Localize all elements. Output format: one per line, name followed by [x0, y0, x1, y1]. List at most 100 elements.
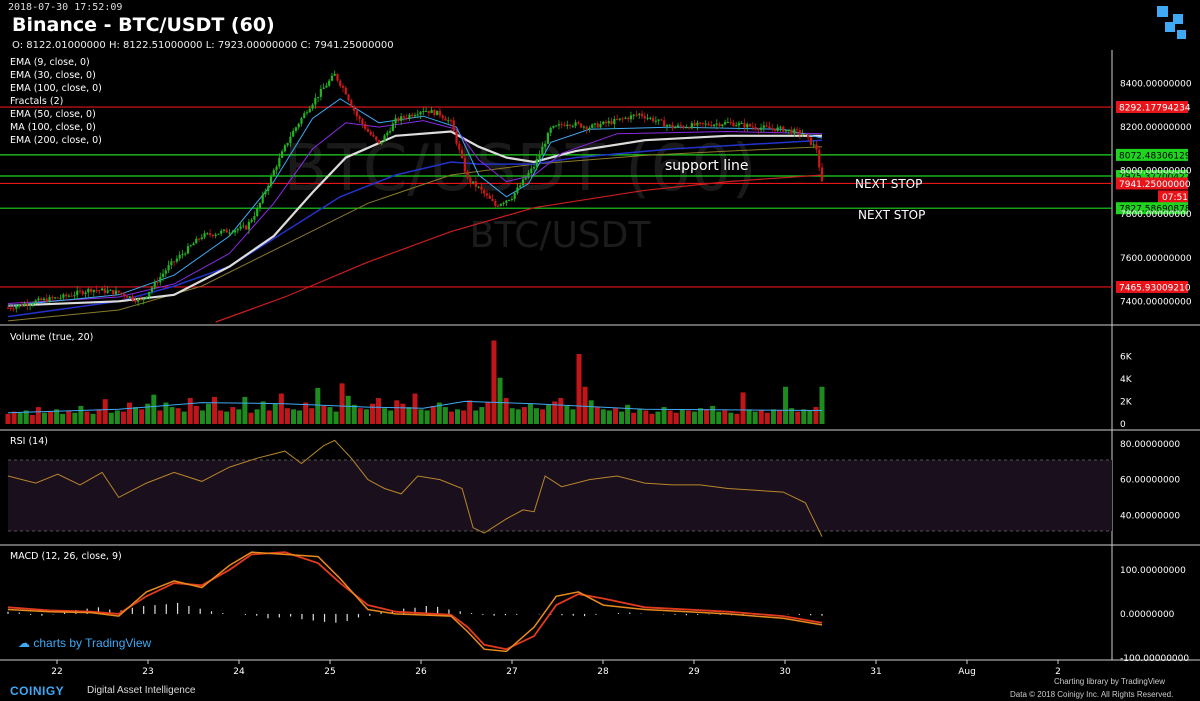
volume-bar: [29, 414, 35, 424]
volume-bar: [48, 411, 54, 424]
candle: [402, 116, 406, 118]
candle: [29, 304, 32, 306]
candle: [513, 192, 516, 199]
cloud-icon: ☁: [18, 636, 30, 650]
volume-bar: [527, 403, 533, 424]
candle: [369, 131, 372, 135]
candle: [751, 126, 754, 128]
candle: [117, 290, 120, 293]
candle: [715, 123, 718, 125]
candle: [649, 117, 652, 119]
candle: [333, 73, 336, 76]
volume-bar: [254, 409, 260, 424]
volume-bar: [218, 410, 224, 424]
volume-bar: [424, 410, 430, 424]
timestamp: 2018-07-30 17:52:09: [8, 2, 123, 13]
volume-bar: [351, 404, 357, 424]
volume-bar: [643, 410, 649, 424]
candle: [45, 298, 48, 302]
candle: [184, 253, 187, 255]
candle: [272, 170, 275, 176]
volume-bar: [546, 404, 552, 424]
candle: [555, 125, 558, 127]
study-label: EMA (9, close, 0): [10, 57, 90, 68]
x-tick-label: 28: [597, 667, 609, 677]
candle: [139, 298, 142, 301]
candle: [685, 127, 688, 129]
candle: [6, 307, 10, 309]
countdown-tag: [1158, 190, 1188, 203]
volume-bar: [758, 410, 764, 424]
tradingview-credit[interactable]: ☁ charts by TradingView: [18, 636, 151, 650]
candle: [416, 114, 419, 116]
rsi-tick-label: 40.00000000: [1120, 511, 1180, 521]
candle: [209, 233, 212, 235]
volume-bar: [497, 377, 503, 424]
candle: [688, 127, 691, 129]
candle: [125, 296, 129, 298]
candle: [571, 125, 574, 127]
volume-bar: [649, 413, 655, 424]
x-tick-label: Aug: [958, 667, 976, 677]
candle: [12, 308, 15, 310]
volume-bar: [461, 410, 467, 424]
candle: [643, 116, 646, 119]
candle: [397, 118, 400, 121]
candle: [137, 298, 140, 302]
x-tick-label: 31: [870, 667, 881, 677]
volume-bar: [357, 408, 363, 424]
volume-tick-label: 6K: [1120, 352, 1133, 362]
candle: [444, 118, 447, 121]
candle: [261, 194, 264, 203]
candle: [759, 127, 763, 130]
candle: [735, 125, 738, 127]
volume-bar: [363, 409, 369, 424]
candle: [532, 167, 536, 169]
volume-bar: [637, 409, 643, 424]
candle: [682, 126, 685, 128]
candle: [474, 181, 478, 187]
candle: [771, 128, 774, 130]
volume-bar: [327, 407, 333, 424]
candle: [494, 201, 497, 206]
candle: [472, 181, 475, 183]
volume-bar: [248, 412, 254, 424]
candle: [145, 296, 148, 299]
volume-bar: [272, 403, 278, 424]
candle: [341, 85, 345, 88]
candle: [330, 75, 334, 81]
candle: [53, 297, 57, 299]
candle: [538, 154, 541, 159]
candle: [657, 119, 660, 121]
candle: [89, 288, 93, 292]
candle: [233, 230, 237, 233]
candle: [258, 202, 262, 209]
candle: [20, 304, 23, 306]
volume-bar: [813, 407, 819, 424]
study-label: EMA (50, close, 0): [10, 109, 96, 120]
candle: [582, 126, 585, 128]
volume-bar: [5, 413, 11, 424]
candle: [801, 134, 804, 136]
candle: [535, 158, 538, 168]
volume-bar: [297, 410, 303, 424]
candle: [674, 126, 677, 129]
candle: [383, 135, 386, 142]
candle: [206, 233, 209, 235]
candle: [433, 109, 436, 116]
volume-bar: [710, 405, 716, 424]
study-label: MA (100, close, 0): [10, 122, 96, 133]
volume-pane: [5, 340, 825, 424]
candle: [449, 120, 453, 122]
candle: [197, 238, 201, 240]
coinigy-tagline: Digital Asset Intelligence: [87, 685, 196, 696]
candle: [723, 122, 727, 125]
volume-bar: [509, 408, 515, 424]
volume-pane-title: Volume (true, 20): [10, 332, 93, 343]
volume-bar: [23, 410, 29, 424]
price-tag: [1116, 101, 1188, 114]
candle: [34, 300, 37, 304]
rsi-band: [8, 460, 1112, 531]
volume-bar: [339, 383, 345, 424]
